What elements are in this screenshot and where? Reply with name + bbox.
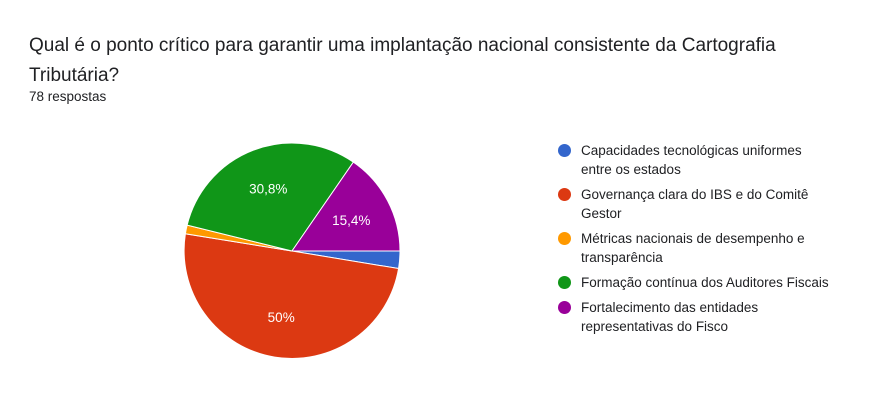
pie-slice[interactable] [291, 161, 401, 252]
pie-slice[interactable] [183, 233, 400, 359]
pie-slice[interactable] [186, 142, 355, 252]
legend-swatch-icon [558, 301, 571, 314]
slice-value-label: 30,8% [249, 181, 287, 196]
legend-label: Capacidades tecnológicas uniformes entre… [581, 143, 802, 177]
legend-swatch-icon [558, 232, 571, 245]
slice-value-label: 15,4% [332, 213, 370, 228]
legend-item[interactable]: Governança clara do IBS e do Comitê Gest… [558, 185, 858, 223]
question-title: Qual é o ponto crítico para garantir uma… [29, 35, 776, 86]
legend-item[interactable]: Formação contínua dos Auditores Fiscais [558, 273, 858, 292]
pie-labels: 50% 30,8% 15,4% [249, 181, 370, 325]
legend-swatch-icon [558, 276, 571, 289]
response-count: 78 respostas [29, 89, 107, 104]
slice-value-label: 50% [268, 310, 295, 325]
legend: Capacidades tecnológicas uniformes entre… [558, 141, 858, 342]
pie-slices [183, 142, 401, 359]
legend-swatch-icon [558, 144, 571, 157]
legend-swatch-icon [558, 188, 571, 201]
legend-label: Métricas nacionais de desempenho e trans… [581, 231, 805, 265]
legend-label: Governança clara do IBS e do Comitê Gest… [581, 187, 809, 221]
legend-item[interactable]: Fortalecimento das entidades representat… [558, 298, 858, 336]
legend-item[interactable]: Métricas nacionais de desempenho e trans… [558, 229, 858, 267]
legend-item[interactable]: Capacidades tecnológicas uniformes entre… [558, 141, 858, 179]
legend-label: Formação contínua dos Auditores Fiscais [581, 275, 829, 290]
legend-label: Fortalecimento das entidades representat… [581, 300, 759, 334]
